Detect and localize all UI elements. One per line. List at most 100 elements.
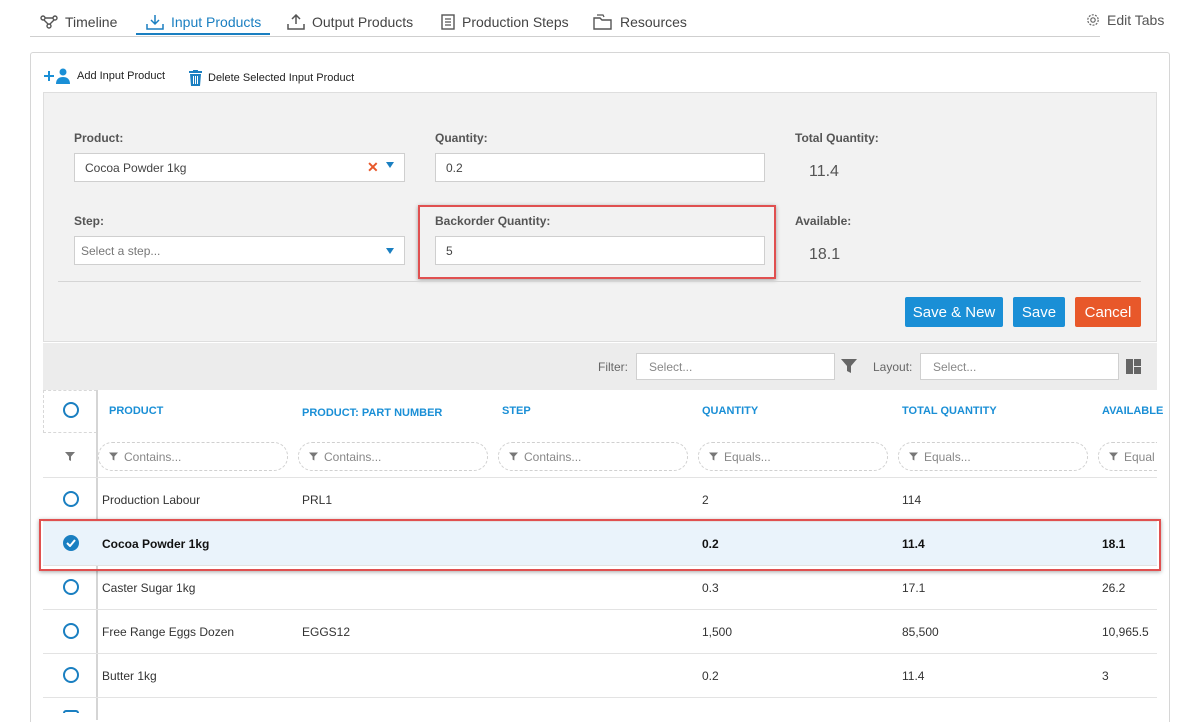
filter-icon[interactable] — [841, 359, 857, 373]
total-quantity-label: Total Quantity: — [795, 131, 879, 145]
filter-placeholder: Equal — [1124, 449, 1155, 464]
tab-label: Input Products — [171, 14, 262, 30]
filter-placeholder: Contains... — [324, 449, 382, 464]
tab-production-steps[interactable]: Production Steps — [441, 8, 569, 36]
part-number-filter-input[interactable]: Contains... — [298, 442, 488, 471]
row-checkbox-checked[interactable] — [63, 535, 79, 551]
tab-resources[interactable]: Resources — [593, 8, 687, 36]
filter-placeholder: Equals... — [924, 449, 971, 464]
cell-quantity: 0.2 — [702, 669, 719, 683]
tab-label: Production Steps — [462, 14, 569, 30]
row-checkbox[interactable] — [63, 623, 79, 639]
available-filter-input[interactable]: Equal — [1098, 442, 1157, 471]
save-button[interactable]: Save — [1013, 297, 1065, 327]
quantity-input-value: 0.2 — [446, 160, 463, 175]
filter-icon — [1109, 452, 1118, 461]
row-divider — [43, 609, 1157, 610]
cell-quantity: 0.3 — [702, 581, 719, 595]
row-checkbox[interactable] — [63, 579, 79, 595]
layout-select-placeholder: Select... — [933, 359, 977, 374]
cell-quantity: 2 — [702, 493, 709, 507]
checkmark-icon — [66, 539, 76, 547]
row-checkbox[interactable] — [63, 710, 79, 713]
clear-icon[interactable]: ✕ — [367, 159, 379, 175]
row-checkbox[interactable] — [63, 667, 79, 683]
input-products-icon — [146, 15, 164, 30]
add-user-icon — [44, 68, 70, 84]
tab-divider — [30, 36, 1100, 37]
cell-quantity: 0.2 — [702, 537, 719, 551]
filter-icon — [109, 452, 118, 461]
edit-tabs-label: Edit Tabs — [1107, 12, 1165, 28]
cell-total-quantity: 85,500 — [902, 625, 939, 639]
cell-product: Caster Sugar 1kg — [102, 581, 196, 595]
cell-product: Butter 1kg — [102, 669, 157, 683]
add-input-product-button[interactable]: Add Input Product — [43, 67, 165, 85]
backorder-quantity-value: 5 — [446, 243, 453, 258]
total-quantity-filter-input[interactable]: Equals... — [898, 442, 1088, 471]
quantity-filter-input[interactable]: Equals... — [698, 442, 888, 471]
tab-input-products[interactable]: Input Products — [146, 8, 261, 36]
column-header-product[interactable]: PRODUCT — [109, 405, 164, 417]
backorder-highlight-box — [418, 205, 776, 279]
input-products-panel — [30, 52, 1170, 722]
filter-placeholder: Contains... — [524, 449, 582, 464]
tab-label: Resources — [620, 14, 687, 30]
column-header-total-quantity[interactable]: TOTAL QUANTITY — [902, 405, 997, 417]
cell-total-quantity: 11.4 — [902, 669, 925, 683]
edit-tabs-button[interactable]: Edit Tabs — [1086, 12, 1164, 28]
add-input-product-label: Add Input Product — [77, 70, 166, 82]
row-divider — [43, 521, 1157, 522]
table-row-selected[interactable] — [43, 522, 1157, 565]
column-header-quantity[interactable]: QUANTITY — [702, 405, 759, 417]
product-filter-input[interactable]: Contains... — [98, 442, 288, 471]
trash-icon — [189, 70, 202, 86]
save-and-new-button[interactable]: Save & New — [905, 297, 1003, 327]
chevron-down-icon[interactable] — [386, 248, 394, 254]
quantity-input[interactable]: 0.2 — [435, 153, 765, 182]
cell-available: 10,965.5 — [1102, 625, 1149, 639]
cell-product: Free Range Eggs Dozen — [102, 625, 235, 639]
select-all-checkbox[interactable] — [63, 402, 79, 418]
tab-output-products[interactable]: Output Products — [287, 8, 413, 36]
product-select[interactable]: Cocoa Powder 1kg ✕ — [74, 153, 405, 182]
cell-available: 26.2 — [1102, 581, 1126, 595]
column-header-available[interactable]: AVAILABLE — [1102, 405, 1164, 417]
output-products-icon — [287, 14, 305, 30]
filter-icon — [309, 452, 318, 461]
cell-total-quantity: 11.4 — [902, 537, 925, 551]
filter-select-placeholder: Select... — [649, 359, 693, 374]
step-label: Step: — [74, 214, 104, 228]
step-select-placeholder: Select a step... — [81, 243, 161, 258]
layout-icon[interactable] — [1126, 359, 1141, 374]
column-header-part-number[interactable]: PRODUCT: PART NUMBER — [302, 407, 443, 419]
column-header-step[interactable]: STEP — [502, 405, 531, 417]
filter-select[interactable]: Select... — [636, 353, 835, 380]
available-label: Available: — [795, 214, 852, 228]
cell-part-number: EGGS12 — [302, 625, 351, 639]
backorder-quantity-input[interactable]: 5 — [435, 236, 765, 265]
form-divider — [58, 281, 1141, 282]
filter-label: Filter: — [598, 360, 628, 374]
delete-input-product-label: Delete Selected Input Product — [208, 72, 355, 84]
chevron-down-icon[interactable] — [386, 162, 394, 168]
cancel-button[interactable]: Cancel — [1075, 297, 1141, 327]
backorder-quantity-label: Backorder Quantity: — [435, 214, 551, 228]
row-divider — [43, 697, 1157, 698]
layout-select[interactable]: Select... — [920, 353, 1119, 380]
filter-placeholder: Equals... — [724, 449, 771, 464]
product-label: Product: — [74, 131, 124, 145]
tab-timeline[interactable]: Timeline — [40, 8, 117, 36]
row-checkbox[interactable] — [63, 491, 79, 507]
filter-placeholder: Contains... — [124, 449, 182, 464]
delete-input-product-button[interactable]: Delete Selected Input Product — [189, 70, 354, 86]
step-filter-input[interactable]: Contains... — [498, 442, 688, 471]
resources-icon — [593, 14, 612, 30]
timeline-icon — [40, 15, 58, 29]
production-steps-icon — [441, 14, 455, 30]
row-divider — [43, 565, 1157, 566]
row-divider — [43, 653, 1157, 654]
active-tab-indicator — [136, 33, 270, 35]
selected-row-highlight-box — [39, 519, 1161, 571]
step-select[interactable]: Select a step... — [74, 236, 405, 265]
